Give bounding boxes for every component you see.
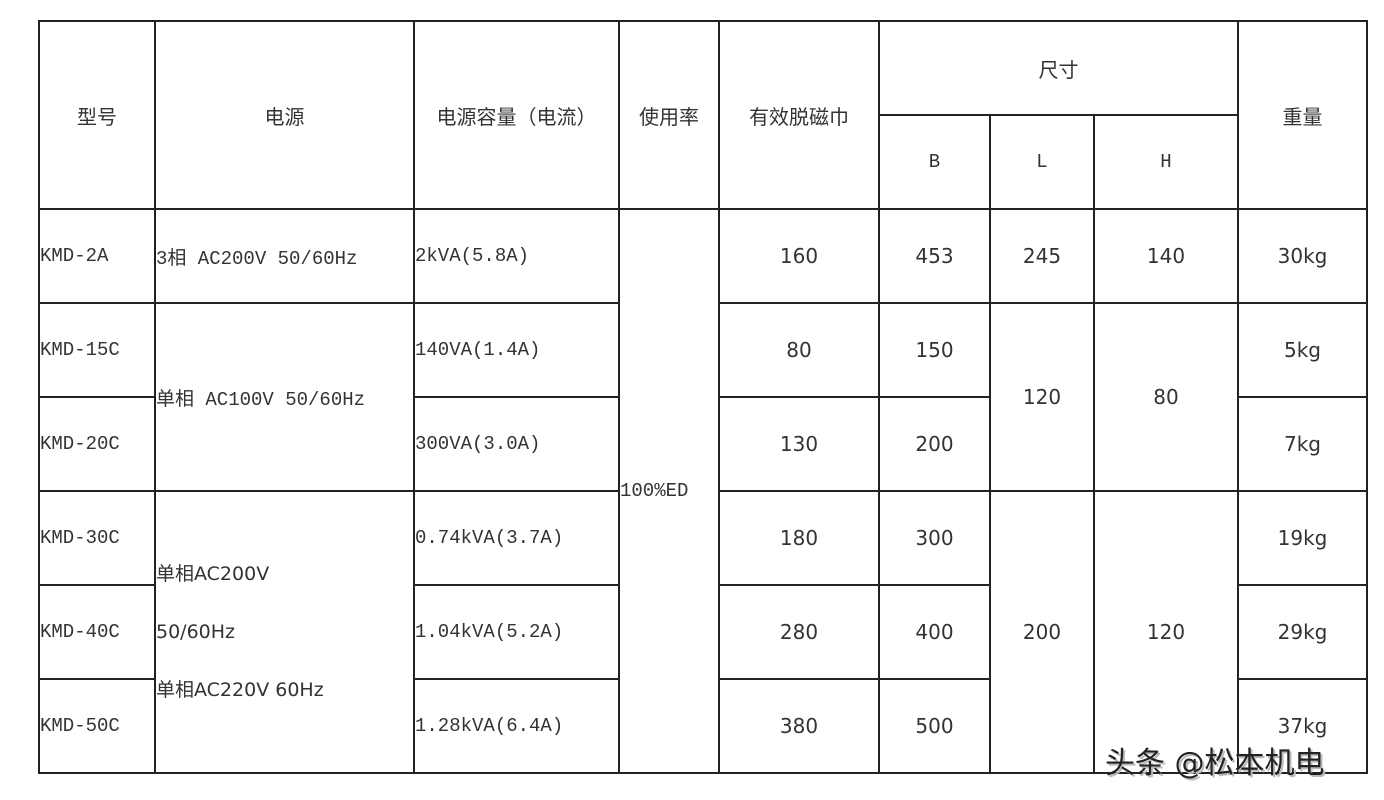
cell-l: 120 xyxy=(989,302,1095,492)
cell-b: 200 xyxy=(878,396,991,492)
cell-model: KMD-20C xyxy=(38,396,156,492)
cell-effective: 160 xyxy=(718,208,880,304)
header-row: 型号 电源 电源容量（电流） 使用率 有效脱磁巾 尺寸 重量 xyxy=(38,20,1368,210)
table-row: KMD-30C 单相AC200V 50/60Hz 单相AC220V 60Hz 0… xyxy=(38,490,1368,774)
table-row: KMD-20C 300VA(3.0A) 130 200 7kg xyxy=(38,396,1368,492)
header-h: H xyxy=(1093,114,1239,210)
cell-model: KMD-15C xyxy=(38,302,156,398)
table-row: KMD-50C 1.28kVA(6.4A) 380 500 37kg xyxy=(38,678,1368,774)
cell-effective: 80 xyxy=(718,302,880,398)
table-row: KMD-2A 3相 AC200V 50/60Hz 2kVA(5.8A) 100%… xyxy=(38,208,1368,774)
power-line: 单相AC220V 60Hz xyxy=(156,679,324,701)
cell-weight: 30kg xyxy=(1237,208,1368,304)
header-size: 尺寸 xyxy=(878,20,1239,116)
cell-l: 200 xyxy=(989,490,1095,774)
cell-h: 140 xyxy=(1093,208,1239,304)
cell-weight: 29kg xyxy=(1237,584,1368,680)
cell-duty: 100%ED xyxy=(618,208,720,774)
cell-b: 150 xyxy=(878,302,991,398)
cell-weight: 5kg xyxy=(1237,302,1368,398)
cell-effective: 380 xyxy=(718,678,880,774)
table-row: KMD-40C 1.04kVA(5.2A) 280 400 29kg xyxy=(38,584,1368,680)
header-effective: 有效脱磁巾 xyxy=(718,20,880,210)
header-l: L xyxy=(989,114,1095,210)
cell-capacity: 300VA(3.0A) xyxy=(413,396,620,492)
cell-b: 453 xyxy=(878,208,991,304)
cell-weight: 19kg xyxy=(1237,490,1368,586)
power-line: 50/60Hz xyxy=(156,621,236,643)
cell-power: 3相 AC200V 50/60Hz xyxy=(154,208,415,304)
cell-h: 120 xyxy=(1093,490,1239,774)
cell-power: 单相AC200V 50/60Hz 单相AC220V 60Hz xyxy=(154,490,415,774)
cell-effective: 130 xyxy=(718,396,880,492)
table-row: KMD-15C 单相 AC100V 50/60Hz 140VA(1.4A) 80… xyxy=(38,302,1368,492)
subheader-row: B L H xyxy=(39,114,1367,210)
cell-b: 300 xyxy=(878,490,991,586)
cell-weight: 37kg xyxy=(1237,678,1368,774)
cell-model: KMD-2A xyxy=(38,208,156,304)
header-capacity: 电源容量（电流） xyxy=(413,20,620,210)
cell-b: 400 xyxy=(878,584,991,680)
cell-power: 单相 AC100V 50/60Hz xyxy=(154,302,415,492)
header-weight: 重量 xyxy=(1237,20,1368,210)
cell-capacity: 1.28kVA(6.4A) xyxy=(413,678,620,774)
header-duty: 使用率 xyxy=(618,20,720,210)
header-power: 电源 xyxy=(154,20,415,210)
cell-b: 500 xyxy=(878,678,991,774)
cell-capacity: 1.04kVA(5.2A) xyxy=(413,584,620,680)
spec-table: 型号 电源 电源容量（电流） 使用率 有效脱磁巾 尺寸 重量 B L H KMD… xyxy=(38,20,1368,774)
header-model: 型号 xyxy=(38,20,156,210)
cell-capacity: 140VA(1.4A) xyxy=(413,302,620,398)
cell-capacity: 0.74kVA(3.7A) xyxy=(413,490,620,586)
watermark: 头条 @松本机电 xyxy=(1105,746,1325,781)
cell-model: KMD-30C xyxy=(38,490,156,586)
cell-capacity: 2kVA(5.8A) xyxy=(413,208,620,304)
cell-model: KMD-40C xyxy=(38,584,156,680)
power-line: 单相AC200V xyxy=(156,563,270,585)
cell-model: KMD-50C xyxy=(38,678,156,774)
cell-h: 80 xyxy=(1093,302,1239,492)
cell-l: 245 xyxy=(989,208,1095,304)
cell-effective: 280 xyxy=(718,584,880,680)
header-b: B xyxy=(878,114,991,210)
cell-weight: 7kg xyxy=(1237,396,1368,492)
cell-effective: 180 xyxy=(718,490,880,586)
